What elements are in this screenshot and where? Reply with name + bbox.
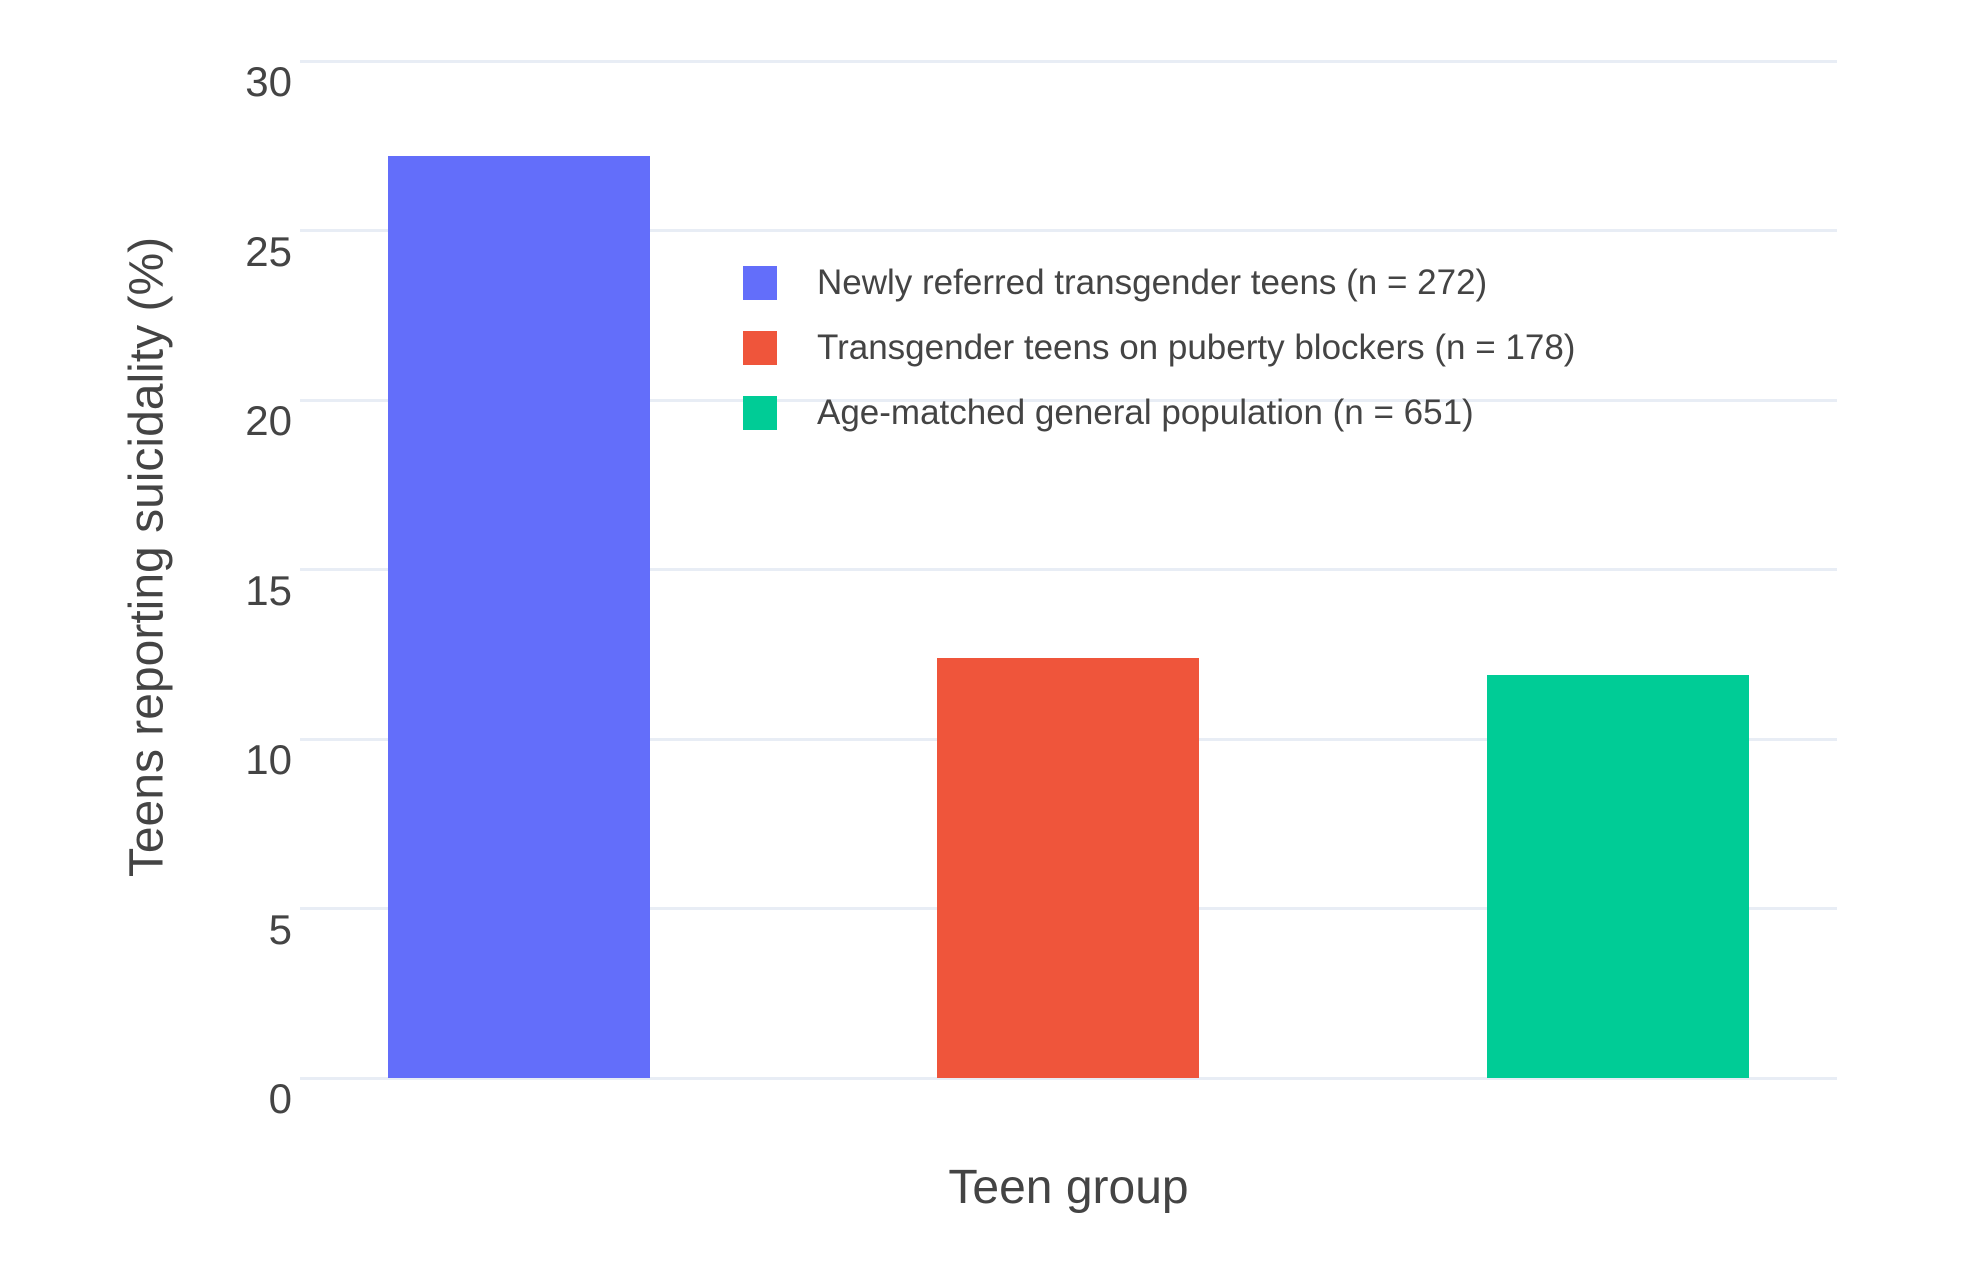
y-axis-tick-labels: 0 5 10 15 20 25 30: [0, 58, 292, 1120]
plot-area: Newly referred transgender teens (n = 27…: [300, 59, 1837, 1080]
legend-swatch-green-icon: [743, 395, 777, 430]
gridline: [300, 59, 1837, 63]
gridline: [300, 1076, 1837, 1080]
y-tick-label: 0: [268, 1075, 292, 1122]
legend-label: Age-matched general population (n = 651): [817, 392, 1474, 432]
gridline: [300, 568, 1837, 571]
y-axis-title: Teens reporting suicidality (%): [120, 236, 174, 878]
legend-label: Newly referred transgender teens (n = 27…: [817, 262, 1488, 302]
legend: Newly referred transgender teens (n = 27…: [743, 250, 1575, 445]
legend-item-general-population[interactable]: Age-matched general population (n = 651): [743, 380, 1575, 445]
y-tick-label: 5: [268, 905, 292, 953]
bar-age-matched-general-population: [1487, 674, 1749, 1078]
gridline: [300, 398, 1837, 402]
legend-swatch-blue-icon: [743, 265, 777, 300]
legend-item-puberty-blockers[interactable]: Transgender teens on puberty blockers (n…: [743, 315, 1575, 380]
y-tick-label: 30: [245, 58, 292, 105]
legend-label: Transgender teens on puberty blockers (n…: [817, 327, 1576, 367]
bars-layer: [300, 61, 1837, 1078]
y-tick-label: 10: [245, 736, 292, 784]
y-tick-label: 25: [245, 227, 292, 275]
y-tick-label: 20: [245, 397, 292, 445]
x-axis-title: Teen group: [948, 1161, 1189, 1214]
legend-item-newly-referred[interactable]: Newly referred transgender teens (n = 27…: [743, 250, 1575, 315]
legend-swatch-red-icon: [743, 330, 777, 365]
gridline: [300, 229, 1837, 232]
bar-newly-referred-transgender-teens: [388, 155, 650, 1078]
bar-transgender-teens-on-puberty-blockers: [937, 657, 1199, 1078]
y-tick-label: 15: [245, 566, 292, 614]
